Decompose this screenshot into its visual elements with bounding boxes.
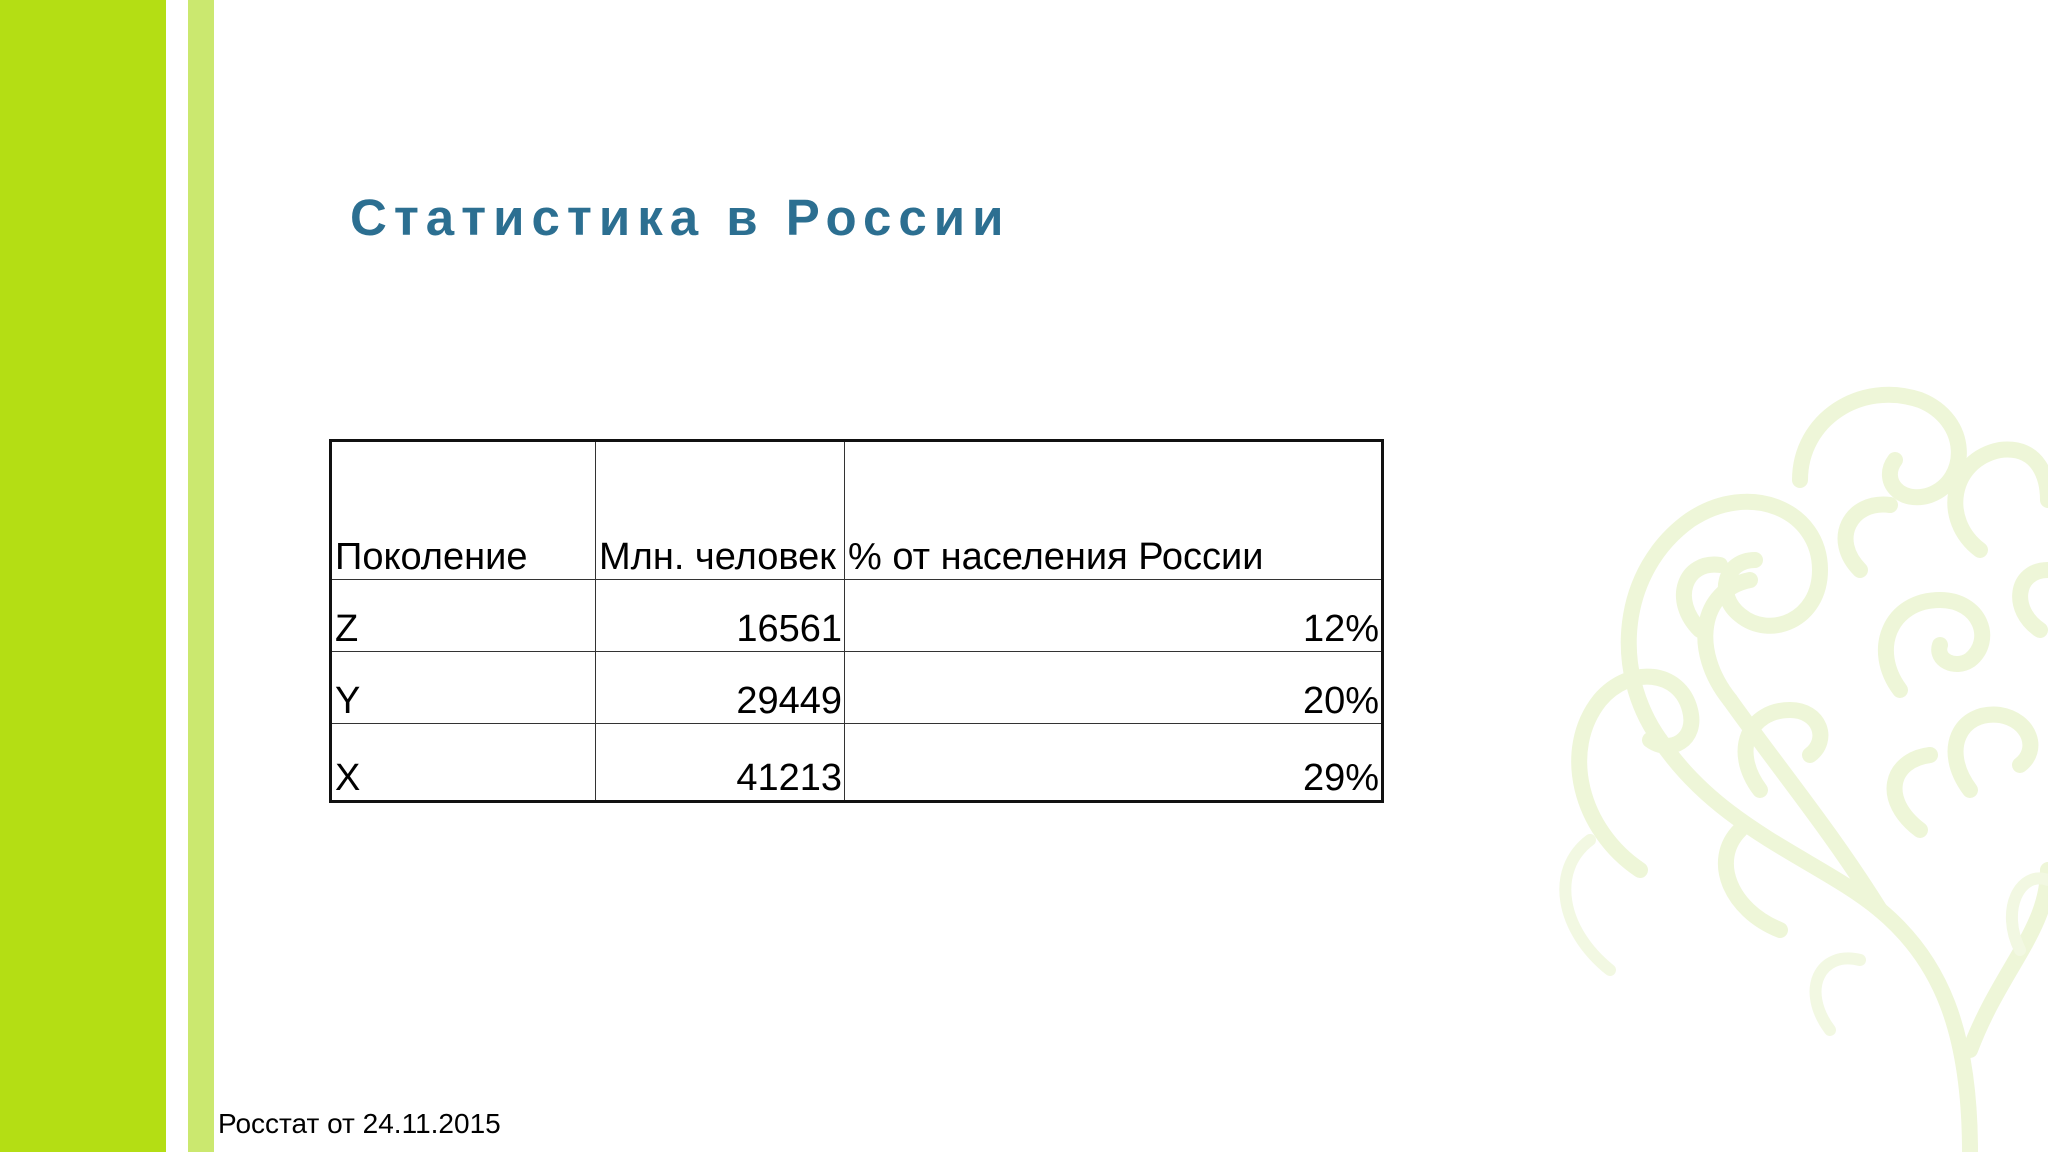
- table-header-row: Поколение Млн. человек % от населения Ро…: [330, 440, 1383, 580]
- accent-bar-thin: [188, 0, 214, 1152]
- table-row: Y 29449 20%: [330, 651, 1383, 724]
- statistics-table: Поколение Млн. человек % от населения Ро…: [329, 439, 1384, 803]
- cell-percent: 20%: [844, 651, 1383, 724]
- header-percent-population: % от населения России: [844, 440, 1383, 580]
- cell-generation: X: [330, 723, 596, 802]
- slide-title: Статистика в России: [350, 189, 1011, 246]
- accent-bar: [0, 0, 166, 1152]
- cell-generation: Y: [330, 651, 596, 724]
- decorative-tree-graphic: [1559, 386, 2048, 1152]
- cell-percent: 29%: [844, 723, 1383, 802]
- source-note: Росстат от 24.11.2015: [218, 1108, 501, 1139]
- cell-generation: Z: [330, 579, 596, 652]
- cell-million-people: 41213: [595, 723, 845, 802]
- header-million-people: Млн. человек: [595, 440, 845, 580]
- cell-percent: 12%: [844, 579, 1383, 652]
- cell-million-people: 16561: [595, 579, 845, 652]
- cell-million-people: 29449: [595, 651, 845, 724]
- table-row: Z 16561 12%: [330, 579, 1383, 652]
- table-row: X 41213 29%: [330, 723, 1383, 802]
- header-generation: Поколение: [330, 440, 596, 580]
